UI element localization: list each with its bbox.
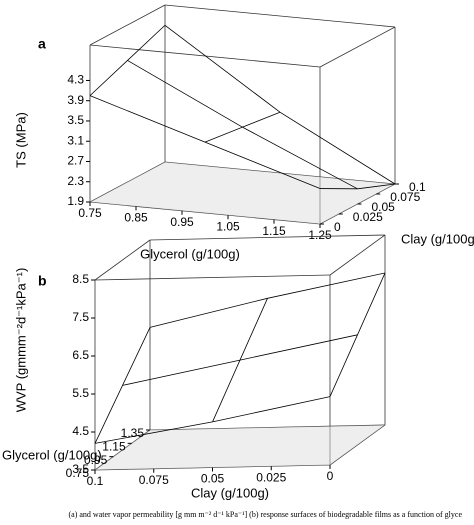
panel-label: b bbox=[38, 273, 47, 289]
x-tick-label: 0 bbox=[327, 469, 334, 483]
surface-line bbox=[127, 60, 358, 190]
y-tick-label: 0.1 bbox=[409, 180, 426, 194]
box-edge bbox=[319, 26, 396, 68]
box-edge bbox=[94, 274, 331, 281]
x-tick-label: 0.85 bbox=[124, 211, 148, 225]
y-tick-label: 0.025 bbox=[353, 210, 383, 224]
z-tick-label: 5.5 bbox=[72, 386, 89, 400]
z-tick-label: 3.5 bbox=[67, 113, 84, 127]
surface-line bbox=[149, 272, 386, 328]
x-axis-label: Glycerol (g/100g) bbox=[140, 246, 240, 261]
z-tick-label: 3.1 bbox=[67, 133, 84, 147]
z-tick-label: 6.5 bbox=[72, 348, 89, 362]
surface-line bbox=[89, 95, 321, 189]
z-tick-label: 3.9 bbox=[67, 93, 84, 107]
box-edge bbox=[329, 234, 386, 276]
box-edge bbox=[149, 234, 386, 241]
x-tick-label: 1.15 bbox=[262, 224, 286, 238]
x-tick-label: 0.1 bbox=[87, 474, 104, 488]
x-tick-label: 1.05 bbox=[216, 219, 240, 233]
z-tick-label: 4.3 bbox=[67, 73, 84, 87]
x-tick-label: 0.95 bbox=[170, 215, 194, 229]
y-axis-label: Glycerol (g/100g) bbox=[2, 447, 102, 462]
z-tick-label: 4.5 bbox=[72, 424, 89, 438]
box-edge bbox=[164, 4, 396, 28]
caption: (a) and water vapor permeability [g mm m… bbox=[68, 510, 462, 519]
z-tick-label: 8.5 bbox=[72, 272, 89, 286]
z-tick-label: 7.5 bbox=[72, 310, 89, 324]
x-tick-label: 1.25 bbox=[308, 228, 332, 242]
z-tick-label: 2.3 bbox=[67, 174, 84, 188]
x-tick-label: 0.05 bbox=[201, 472, 225, 486]
y-tick-label: 0.05 bbox=[372, 200, 396, 214]
y-tick-label: 1.35 bbox=[121, 426, 145, 440]
z-axis-label: TS (MPa) bbox=[13, 112, 28, 168]
surface-line bbox=[94, 396, 331, 444]
y-tick-label: 0 bbox=[334, 220, 341, 234]
y-axis-label: Clay (g/100g) bbox=[401, 231, 474, 246]
x-tick-label: 0.075 bbox=[139, 473, 169, 487]
z-axis-label: WVP (gmmm⁻²d⁻¹kPa⁻¹) bbox=[13, 268, 28, 413]
z-tick-label: 1.9 bbox=[67, 194, 84, 208]
box-edge bbox=[94, 239, 151, 281]
surface-line bbox=[122, 334, 358, 386]
floor bbox=[95, 425, 385, 470]
y-tick-label: 0.75 bbox=[66, 466, 90, 480]
x-axis-label: Clay (g/100g) bbox=[191, 485, 269, 500]
y-tick-label: 0.075 bbox=[390, 190, 420, 204]
box-edge bbox=[89, 4, 166, 46]
z-tick-label: 3.5 bbox=[72, 462, 89, 476]
surface-line bbox=[164, 24, 396, 185]
x-tick-label: 0.025 bbox=[256, 470, 286, 484]
x-tick-label: 0.75 bbox=[78, 206, 102, 220]
floor bbox=[90, 162, 395, 224]
y-tick-label: 0.95 bbox=[84, 453, 108, 467]
z-tick-label: 2.7 bbox=[67, 154, 84, 168]
y-tick-label: 1.15 bbox=[102, 440, 126, 454]
panel-label: a bbox=[38, 36, 46, 52]
